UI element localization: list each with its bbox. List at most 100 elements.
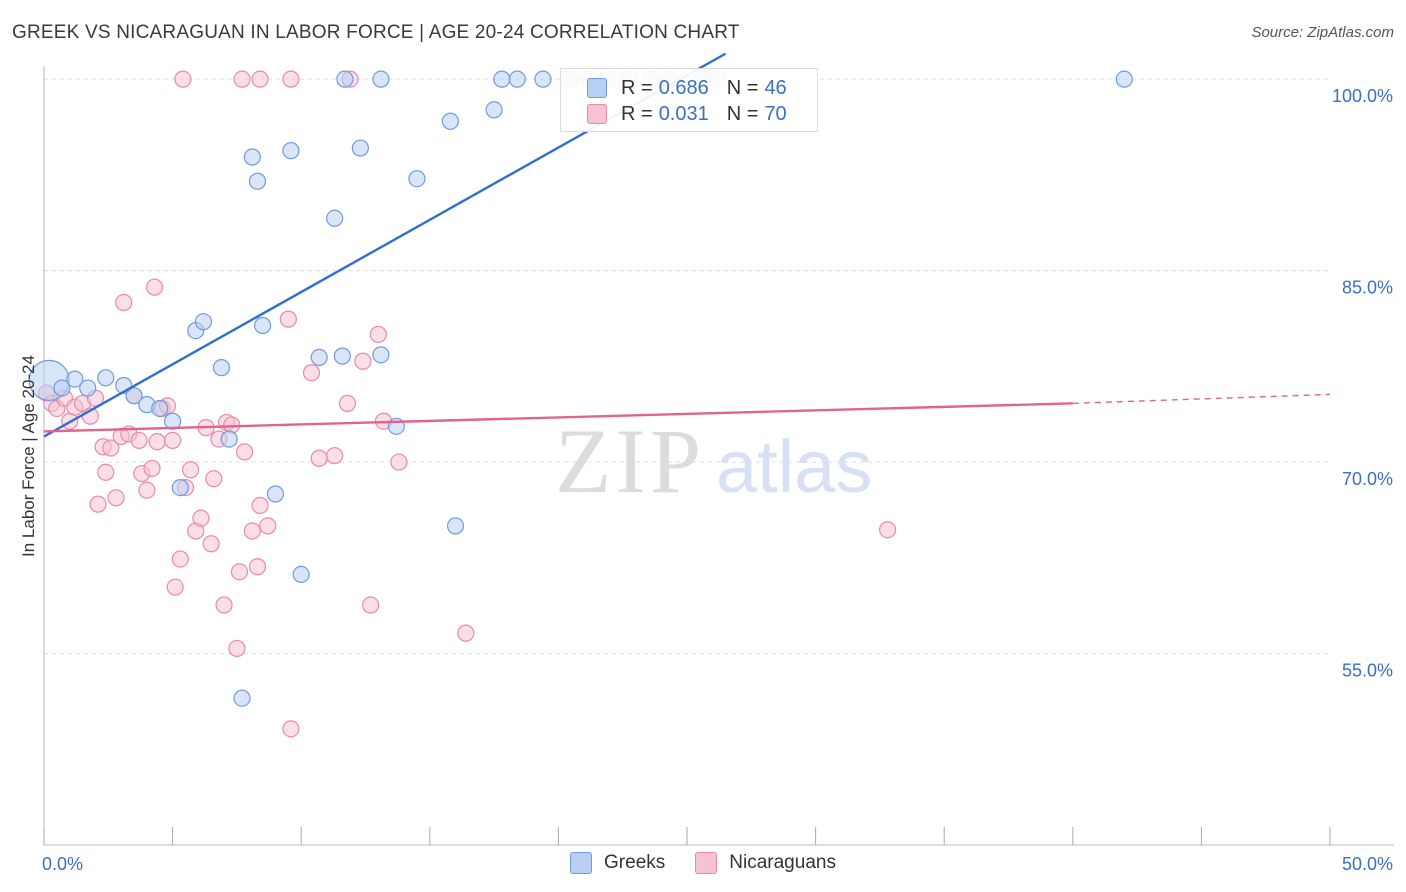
greek-point xyxy=(212,359,231,377)
nicaraguan-point xyxy=(102,439,120,457)
nicaraguan-point xyxy=(243,522,261,540)
nicaraguan-point xyxy=(310,449,328,467)
greeks-points xyxy=(28,70,1133,707)
greek-point xyxy=(266,485,285,503)
nicaraguan-point xyxy=(369,325,387,344)
nicaraguan-point xyxy=(107,489,125,507)
nicaraguans-trend-extension xyxy=(1072,393,1331,405)
nicaraguans-swatch xyxy=(587,104,607,124)
nicaraguan-point xyxy=(282,720,300,738)
greek-point xyxy=(220,430,238,448)
y-tick-label: 55.0% xyxy=(1342,661,1393,681)
chart-title: GREEK VS NICARAGUAN IN LABOR FORCE | AGE… xyxy=(12,22,740,43)
greek-point xyxy=(1115,70,1133,88)
nicaraguan-point xyxy=(251,70,269,88)
greek-point xyxy=(66,370,84,388)
r-label: R = xyxy=(621,76,653,99)
nicaraguan-point xyxy=(192,509,210,527)
greek-point xyxy=(292,565,310,583)
y-axis-label: In Labor Force | Age 20-24 xyxy=(19,355,38,557)
nicaraguan-point xyxy=(354,352,372,370)
nicaraguan-point xyxy=(302,364,321,382)
nicaraguan-point xyxy=(174,70,192,88)
greek-point xyxy=(310,348,328,367)
legend-item-nicaraguans: Nicaraguans xyxy=(695,852,836,874)
greek-point xyxy=(441,112,459,130)
x-tick-label: 0.0% xyxy=(42,854,83,874)
watermark-atlas: atlas xyxy=(716,425,872,508)
nicaraguan-point xyxy=(89,495,107,513)
greeks-swatch xyxy=(570,852,593,874)
legend-item-greeks: Greeks xyxy=(570,852,665,874)
r-label: R = xyxy=(621,102,653,125)
nicaraguan-point xyxy=(205,470,223,488)
greek-point xyxy=(534,70,552,88)
nicaraguan-point xyxy=(130,431,148,449)
nicaraguans-swatch xyxy=(695,852,718,874)
greek-point xyxy=(372,70,390,88)
y-tick-label: 100.0% xyxy=(1332,86,1393,106)
greek-point xyxy=(248,172,267,190)
nicaraguan-point xyxy=(202,535,220,553)
nicaraguan-point xyxy=(230,563,249,581)
greek-point xyxy=(53,379,71,397)
nicaraguan-point xyxy=(138,481,156,499)
greek-point xyxy=(485,101,503,119)
greek-point xyxy=(333,347,351,365)
greek-point xyxy=(336,70,354,88)
nicaraguan-point xyxy=(879,521,897,539)
legend-label-greeks: Greeks xyxy=(604,852,666,873)
nicaraguan-point xyxy=(259,517,277,535)
nicaraguan-point xyxy=(97,463,115,481)
nicaraguan-point xyxy=(236,443,254,461)
nicaraguan-point xyxy=(362,596,380,614)
nicaraguan-point xyxy=(457,624,475,642)
nicaraguan-point xyxy=(145,278,164,296)
tick-labels: 100.0% 85.0% 70.0% 55.0% 0.0% 50.0% xyxy=(42,86,1393,874)
x-tick-label: 50.0% xyxy=(1342,854,1393,874)
nicaraguan-point xyxy=(182,461,200,479)
nicaraguan-point xyxy=(115,293,133,312)
y-tick-label: 85.0% xyxy=(1342,278,1393,298)
nicaraguans-points xyxy=(37,70,897,738)
greek-point xyxy=(408,170,426,188)
nicaraguan-point xyxy=(326,447,344,465)
nicaraguan-point xyxy=(166,578,184,596)
legend-row-nicaraguans: R = 0.031 N = 70 xyxy=(587,101,787,127)
greeks-swatch xyxy=(587,78,607,98)
legend-label-nicaraguans: Nicaraguans xyxy=(729,852,836,873)
nicaraguans-trend-line xyxy=(43,402,1073,433)
greek-point xyxy=(194,313,213,331)
nicaraguan-point xyxy=(164,431,182,449)
nicaraguan-point xyxy=(251,496,269,515)
nicaraguan-point xyxy=(282,70,300,88)
n-label: N = xyxy=(726,76,759,99)
n-label: N = xyxy=(726,102,759,125)
watermark-zip: ZIP xyxy=(555,410,705,512)
greek-point xyxy=(243,148,261,166)
nicaraguan-point xyxy=(215,596,233,614)
series-legend: Greeks Nicaraguans xyxy=(0,852,1406,874)
nicaraguan-point xyxy=(143,459,161,478)
nicaraguan-point xyxy=(338,394,357,412)
greek-point xyxy=(151,399,169,418)
legend-row-greeks: R = 0.686 N = 46 xyxy=(587,75,787,101)
source-label: Source: ZipAtlas.com xyxy=(1251,24,1394,41)
greek-point xyxy=(97,369,115,387)
axis-layer xyxy=(43,66,1394,846)
greek-point xyxy=(326,209,344,227)
greek-point xyxy=(125,387,143,405)
greek-point xyxy=(164,412,182,430)
n-value: 46 xyxy=(764,76,787,99)
nicaraguan-point xyxy=(390,453,408,471)
greek-point xyxy=(254,316,272,335)
nicaraguan-point xyxy=(148,433,166,451)
greek-point xyxy=(508,70,526,88)
greek-point xyxy=(171,479,189,497)
greek-point xyxy=(233,689,251,707)
stats-legend: R = 0.686 N = 46 R = 0.031 N = 70 xyxy=(560,68,818,132)
nicaraguan-point xyxy=(233,70,251,88)
nicaraguan-point xyxy=(248,558,267,576)
greek-point xyxy=(493,70,511,88)
